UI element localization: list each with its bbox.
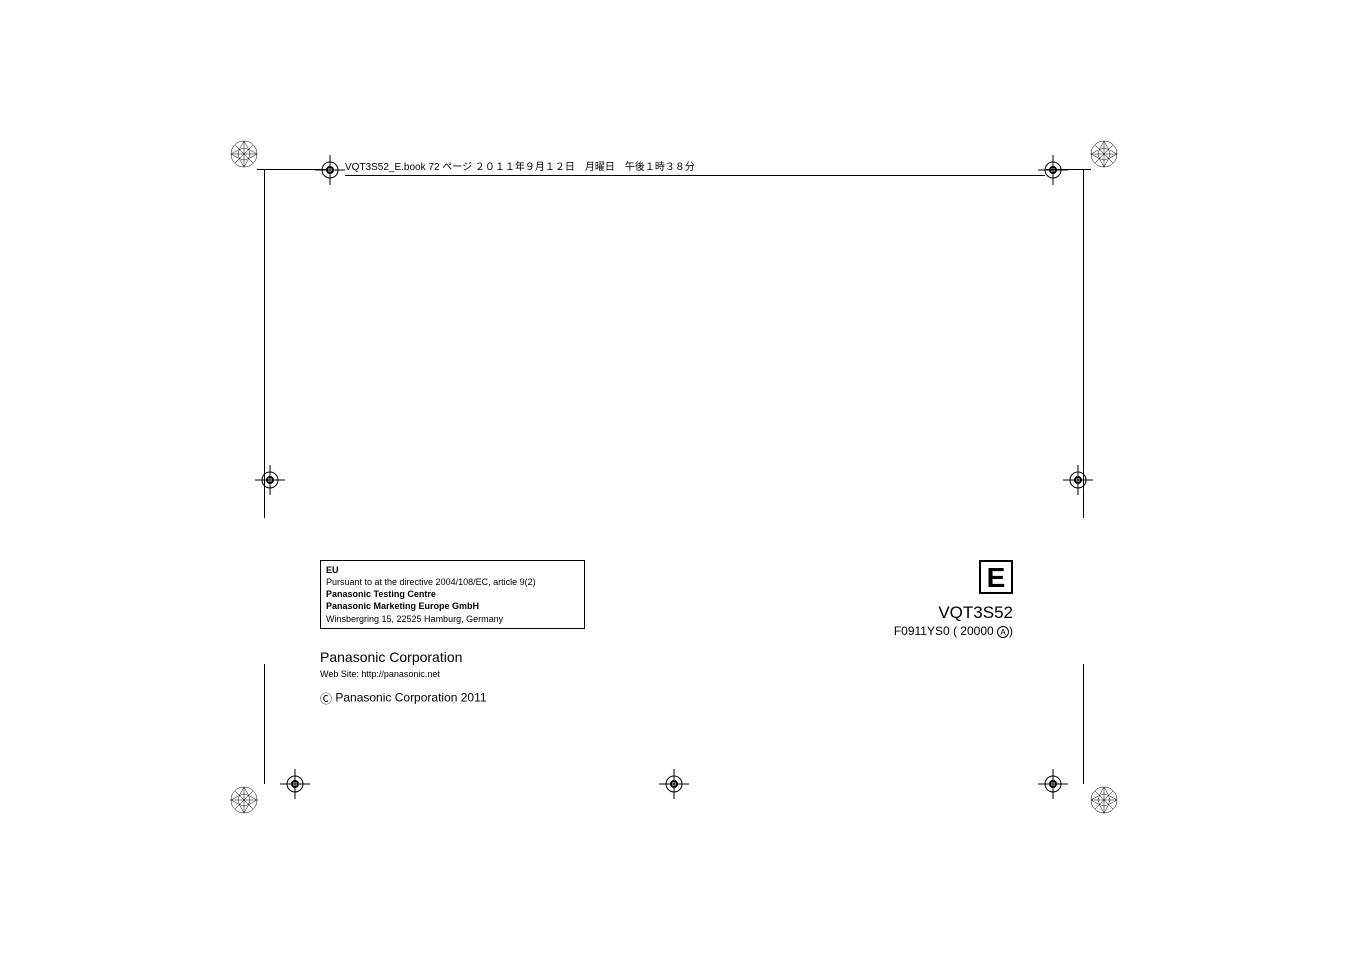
- eu-marketing-company: Panasonic Marketing Europe GmbH: [326, 600, 579, 612]
- guide-line: [264, 664, 265, 784]
- eu-address: Winsbergring 15, 22525 Hamburg, Germany: [326, 613, 579, 625]
- code-sub-suffix: ): [1009, 624, 1013, 638]
- copyright-symbol: Ⓒ: [320, 692, 332, 706]
- eu-title: EU: [326, 564, 579, 576]
- page-container: VQT3S52_E.book 72 ページ ２０１１年９月１２日 月曜日 午後１…: [0, 0, 1348, 954]
- registration-mark-icon: [230, 140, 258, 168]
- copyright-text: Panasonic Corporation 2011: [332, 691, 487, 705]
- crosshair-icon: [315, 155, 345, 185]
- guide-line: [264, 170, 265, 518]
- code-main: VQT3S52: [894, 602, 1013, 624]
- code-block: VQT3S52 F0911YS0 ( 20000 A): [894, 602, 1013, 640]
- company-block: Panasonic Corporation Web Site: http://p…: [320, 648, 462, 680]
- crosshair-icon: [1063, 465, 1093, 495]
- eu-compliance-box: EU Pursuant to at the directive 2004/108…: [320, 560, 585, 629]
- registration-mark-icon: [230, 786, 258, 814]
- header-text: VQT3S52_E.book 72 ページ ２０１１年９月１２日 月曜日 午後１…: [345, 158, 1045, 176]
- crosshair-icon: [280, 769, 310, 799]
- registration-mark-icon: [1090, 786, 1118, 814]
- e-mark-box: E: [979, 560, 1013, 594]
- crosshair-icon: [1038, 769, 1068, 799]
- code-sub-prefix: F0911YS0 ( 20000: [894, 624, 997, 638]
- circled-a-icon: A: [997, 626, 1009, 638]
- guide-line: [1046, 169, 1091, 170]
- registration-mark-icon: [1090, 140, 1118, 168]
- guide-line: [1083, 664, 1084, 784]
- crosshair-icon: [659, 769, 689, 799]
- crosshair-icon: [255, 465, 285, 495]
- guide-line: [257, 169, 327, 170]
- guide-line: [1083, 170, 1084, 518]
- copyright-line: Ⓒ Panasonic Corporation 2011: [320, 690, 487, 707]
- code-sub: F0911YS0 ( 20000 A): [894, 624, 1013, 640]
- eu-testing-centre: Panasonic Testing Centre: [326, 588, 579, 600]
- company-name: Panasonic Corporation: [320, 648, 462, 668]
- eu-directive-line: Pursuant to at the directive 2004/108/EC…: [326, 576, 579, 588]
- company-website: Web Site: http://panasonic.net: [320, 668, 462, 681]
- e-mark-letter: E: [987, 562, 1006, 593]
